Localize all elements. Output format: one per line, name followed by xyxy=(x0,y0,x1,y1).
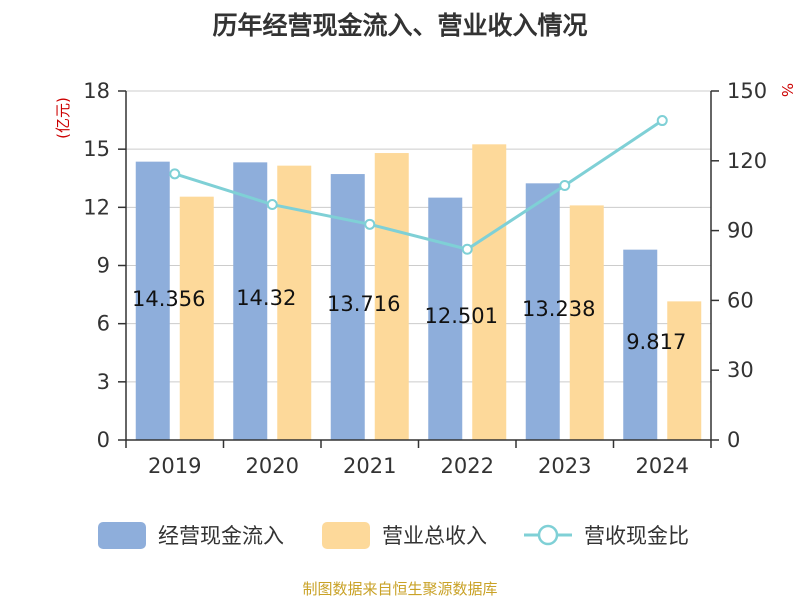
ratio-point xyxy=(559,179,571,191)
ratio-point xyxy=(656,115,668,127)
left-axis-tick-label: 9 xyxy=(97,254,110,278)
x-axis-tick-label: 2021 xyxy=(343,454,396,478)
bar-revenue xyxy=(472,144,507,440)
legend-swatch-revenue xyxy=(322,522,370,549)
source-note: 制图数据来自恒生聚源数据库 xyxy=(302,580,498,598)
left-axis-label: (亿元) xyxy=(54,97,72,139)
legend-marker-ratio xyxy=(537,524,559,546)
ratio-point xyxy=(266,199,278,211)
right-axis-tick-label: 30 xyxy=(727,358,754,382)
bar-revenue xyxy=(179,196,214,440)
x-axis-tick-label: 2020 xyxy=(246,454,299,478)
x-axis-tick-label: 2024 xyxy=(636,454,689,478)
bar-revenue xyxy=(374,153,409,441)
data-label-inflow: 12.501 xyxy=(425,304,498,328)
x-axis-tick-label: 2022 xyxy=(441,454,494,478)
left-axis-tick-label: 12 xyxy=(83,195,110,219)
left-axis-tick-label: 6 xyxy=(97,312,110,336)
legend-label-ratio: 营收现金比 xyxy=(584,524,689,548)
ratio-point xyxy=(364,218,376,230)
legend-swatch-inflow xyxy=(98,522,146,549)
right-axis-tick-label: 60 xyxy=(727,288,754,312)
ratio-point xyxy=(169,168,181,180)
x-axis-tick-label: 2019 xyxy=(148,454,201,478)
legend-label-revenue: 营业总收入 xyxy=(382,524,487,548)
data-label-inflow: 13.238 xyxy=(522,297,595,321)
bar-inflow xyxy=(135,161,170,440)
left-axis-tick-label: 0 xyxy=(97,428,110,452)
right-axis-tick-label: 150 xyxy=(727,79,767,103)
bar-inflow xyxy=(623,249,658,440)
data-label-inflow: 14.356 xyxy=(132,287,205,311)
left-axis-tick-label: 3 xyxy=(97,370,110,394)
bar-revenue xyxy=(667,301,702,440)
bar-revenue xyxy=(569,205,604,440)
x-axis-tick-label: 2023 xyxy=(538,454,591,478)
chart-title: 历年经营现金流入、营业收入情况 xyxy=(212,11,588,40)
data-label-inflow: 14.32 xyxy=(236,286,296,310)
ratio-line xyxy=(174,119,664,251)
right-axis-tick-label: 120 xyxy=(727,149,767,173)
data-label-inflow: 9.817 xyxy=(626,330,686,354)
right-axis-tick-label: 90 xyxy=(727,219,754,243)
bar-inflow xyxy=(233,162,268,440)
ratio-point xyxy=(461,243,473,255)
left-axis-tick-label: 18 xyxy=(83,79,110,103)
right-axis-label: % xyxy=(778,83,796,97)
legend-label-inflow: 经营现金流入 xyxy=(158,524,284,548)
data-label-inflow: 13.716 xyxy=(327,292,400,316)
bar-inflow xyxy=(525,183,560,440)
right-axis-tick-label: 0 xyxy=(727,428,740,452)
bar-inflow xyxy=(428,197,463,440)
left-axis-tick-label: 15 xyxy=(83,137,110,161)
